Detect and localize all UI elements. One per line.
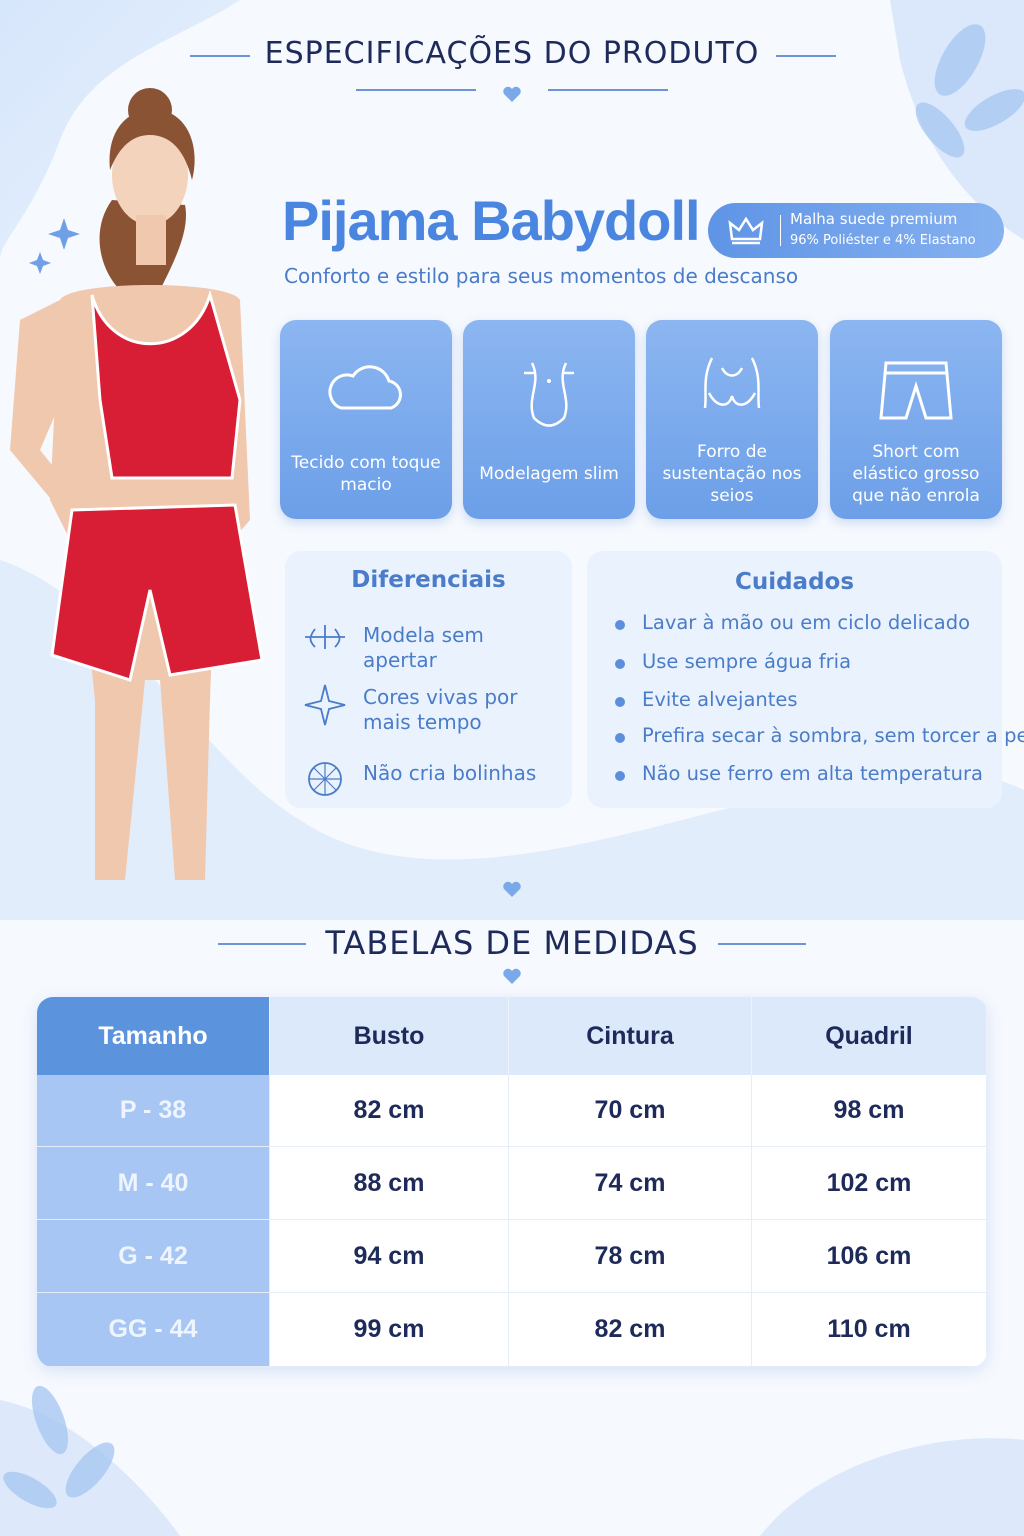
table-header-cell: Cintura	[509, 997, 752, 1075]
feature-label: Short com elástico grosso que não enrola	[852, 442, 980, 506]
measure-cell: 99 cm	[270, 1293, 509, 1367]
size-label: M - 40	[37, 1147, 270, 1220]
crown-icon	[728, 216, 764, 245]
model-illustration	[10, 88, 264, 880]
measure-cell: 74 cm	[509, 1147, 752, 1220]
table-header-cell: Tamanho	[37, 997, 270, 1075]
badge-line: 96% Poliéster e 4% Elastano	[790, 233, 976, 248]
section-title: Cuidados	[734, 569, 855, 595]
badge-divider	[780, 215, 781, 246]
bullet	[615, 771, 625, 781]
size-label: G - 42	[37, 1220, 270, 1293]
section-title: Diferenciais	[351, 567, 506, 593]
diferencial-icon	[308, 762, 342, 796]
measure-cell: 88 cm	[270, 1147, 509, 1220]
size-table: Tamanho Busto Cintura Quadril P - 38 82 cm 70 …	[37, 997, 987, 1367]
measure-cell: 98 cm	[752, 1075, 987, 1147]
cuidado-item: Não use ferro em alta temperatura	[642, 762, 983, 785]
feature-icon	[328, 365, 402, 410]
measure-cell: 70 cm	[509, 1075, 752, 1147]
wave	[0, 560, 1024, 920]
blob	[890, 0, 1024, 240]
cuidado-item: Evite alvejantes	[642, 688, 798, 711]
badge-line: Malha suede premium	[790, 210, 958, 228]
feature-icon	[879, 361, 953, 420]
measure-cell: 82 cm	[270, 1075, 509, 1147]
feature-card: Modelagem slim	[463, 320, 635, 519]
feature-label: Tecido com toque macio	[291, 453, 441, 495]
material-badge: Malha suede premium 96% Poliéster e 4% El…	[708, 203, 1004, 258]
diferencial-item: Cores vivas por mais tempo	[363, 685, 518, 734]
feature-icon	[703, 357, 761, 409]
measure-cell: 82 cm	[509, 1293, 752, 1367]
page-title: ESPECIFICAÇÕES DO PRODUTO	[264, 36, 760, 71]
divider-lines	[190, 55, 836, 945]
product-name: Pijama Babydoll	[282, 189, 701, 252]
diferencial-icon	[304, 684, 346, 726]
diferencial-item: Não cria bolinhas	[363, 761, 537, 785]
feature-label: Modelagem slim	[479, 464, 619, 484]
blob	[0, 1400, 1024, 1536]
diferencial-icon	[305, 625, 345, 649]
cuidado-item: Prefira secar à sombra, sem torcer a peç…	[642, 724, 1024, 747]
table-header-cell: Busto	[270, 997, 509, 1075]
measure-cell: 94 cm	[270, 1220, 509, 1293]
measure-cell: 78 cm	[509, 1220, 752, 1293]
blob	[0, 0, 240, 260]
cuidados-box: Cuidados Lavar à mão ou em ciclo delicado…	[587, 551, 1024, 808]
measure-cell: 110 cm	[752, 1293, 987, 1367]
size-label: GG - 44	[37, 1293, 270, 1367]
feature-icon	[524, 362, 574, 427]
sparkles	[29, 218, 80, 274]
sizes-title: TABELAS DE MEDIDAS	[325, 924, 699, 962]
hearts	[503, 86, 521, 984]
size-label: P - 38	[37, 1075, 270, 1147]
leaves	[3, 24, 1024, 1509]
cuidado-item: Lavar à mão ou em ciclo delicado	[642, 611, 971, 634]
feature-label: Forro de sustentação nos seios	[662, 442, 802, 506]
bullet	[615, 733, 625, 743]
feature-card: Tecido com toque macio	[280, 320, 452, 519]
feature-card: Forro de sustentação nos seios	[646, 320, 818, 519]
bullet	[615, 697, 625, 707]
bullet	[615, 659, 625, 669]
measure-cell: 106 cm	[752, 1220, 987, 1293]
bullet	[615, 620, 625, 630]
diferencial-item: Modela sem apertar	[363, 623, 484, 672]
diferenciais-box: Diferenciais Modela sem apertar Cores viva…	[285, 551, 572, 808]
cuidado-item: Use sempre água fria	[642, 650, 852, 673]
product-subtitle: Conforto e estilo para seus momentos de …	[284, 264, 799, 288]
feature-card: Short com elástico grosso que não enrola	[830, 320, 1002, 519]
table-header-cell: Quadril	[752, 997, 987, 1075]
measure-cell: 102 cm	[752, 1147, 987, 1220]
